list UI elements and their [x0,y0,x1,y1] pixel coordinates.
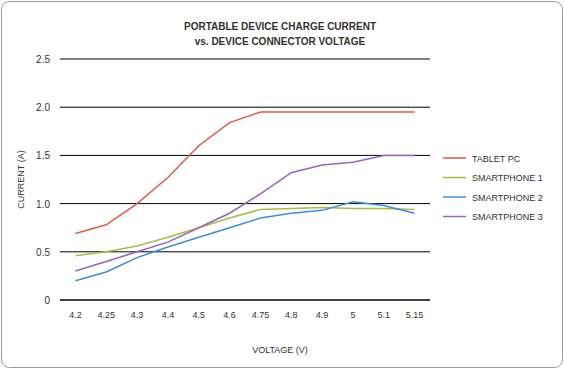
legend-swatch [443,177,466,179]
subtitle: vs. DEVICE CONNECTOR VOLTAGE [195,36,366,47]
y-tick-label: 0.5 [36,247,50,258]
x-axis [60,300,430,301]
y-tick-label: 2.0 [36,102,50,113]
series-line [75,155,414,271]
x-tick-label: 4.3 [131,310,144,320]
series-line [75,112,414,233]
chart-svg: PORTABLE DEVICE CHARGE CURRENT vs. DEVICE… [0,0,564,369]
plot-area [75,112,414,281]
x-tick-label: 4.2 [69,310,82,320]
x-tick-label: 4.75 [252,310,270,320]
x-tick-label: 4.5 [192,310,205,320]
x-tick-label: 5.1 [377,310,390,320]
y-tick-label: 1.0 [36,199,50,210]
legend-label: SMARTPHONE 2 [472,193,543,203]
frame [2,2,563,368]
x-tick-label: 4.4 [162,310,175,320]
grid-line [60,300,430,301]
x-tick-label: 5.15 [406,310,424,320]
grid-line [60,59,430,60]
y-tick-label: 1.5 [36,150,50,161]
chart-container: PORTABLE DEVICE CHARGE CURRENT vs. DEVICE… [0,0,564,369]
x-tick-label: 4.8 [285,310,298,320]
legend-label: SMARTPHONE 3 [472,212,543,222]
y-axis-label: CURRENT (A) [16,150,26,208]
series-line [75,202,414,281]
y-tick-label: 2.5 [36,54,50,65]
legend-swatch [443,157,466,159]
x-axis-label: VOLTAGE (V) [252,345,308,355]
grid-line [60,107,430,108]
title: PORTABLE DEVICE CHARGE CURRENT [184,21,376,32]
x-tick-label: 4.9 [316,310,329,320]
legend-swatch [443,196,466,198]
legend-label: SMARTPHONE 1 [472,173,543,183]
legend-swatch [443,216,466,218]
x-tick-label: 4.6 [223,310,236,320]
series-line [75,207,414,255]
x-tick-label: 5 [350,310,355,320]
y-tick-label: 0 [44,295,50,306]
grid-line [60,155,430,156]
grid-line [60,251,430,252]
legend-label: TABLET PC [472,154,521,164]
x-tick-label: 4.25 [97,310,115,320]
